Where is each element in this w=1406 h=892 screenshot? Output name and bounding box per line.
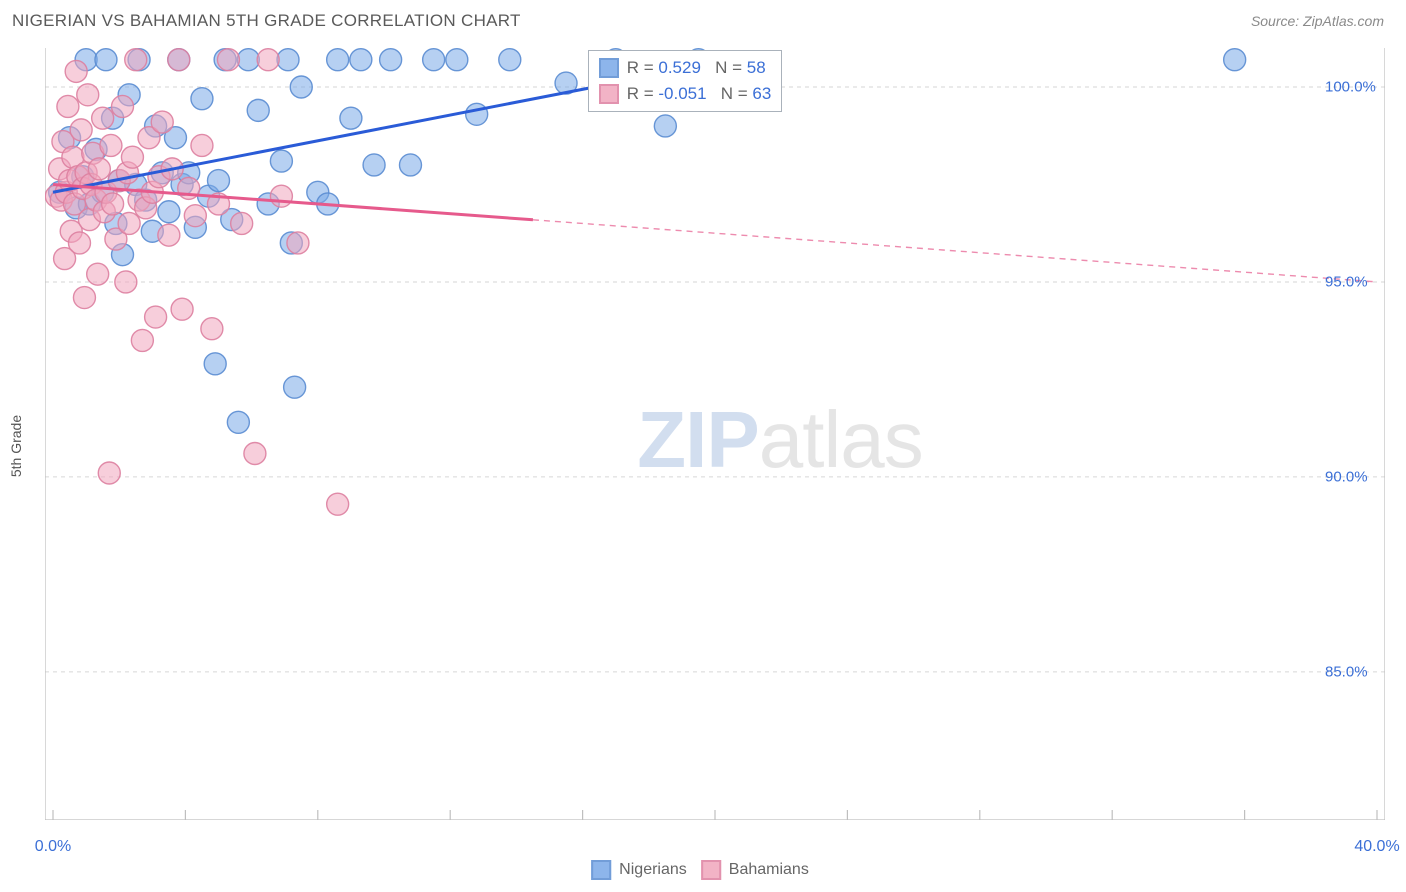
y-axis-label: 5th Grade [8,415,24,477]
legend-chip [599,84,619,104]
title-bar: NIGERIAN VS BAHAMIAN 5TH GRADE CORRELATI… [0,0,1406,42]
legend-series-label: Bahamians [729,861,809,879]
y-tick-label: 90.0% [1325,468,1368,485]
chart-container: NIGERIAN VS BAHAMIAN 5TH GRADE CORRELATI… [0,0,1406,892]
y-tick-label: 100.0% [1325,78,1376,95]
legend-chip [599,58,619,78]
legend-correlation-text: R = 0.529 N = 58 [627,58,766,78]
chart-title: NIGERIAN VS BAHAMIAN 5TH GRADE CORRELATI… [12,11,521,31]
scatter-plot [45,48,1385,820]
legend-correlation-text: R = -0.051 N = 63 [627,84,772,104]
y-tick-label: 85.0% [1325,663,1368,680]
legend-series-item: Nigerians [591,860,687,880]
legend-correlation: R = 0.529 N = 58 R = -0.051 N = 63 [588,50,783,112]
legend-series-item: Bahamians [701,860,809,880]
legend-series: Nigerians Bahamians [591,860,809,880]
x-tick-label: 0.0% [35,838,71,856]
x-tick-label: 40.0% [1354,838,1399,856]
legend-correlation-row: R = -0.051 N = 63 [599,81,772,107]
y-tick-label: 95.0% [1325,273,1368,290]
legend-correlation-row: R = 0.529 N = 58 [599,55,772,81]
legend-chip [701,860,721,880]
legend-chip [591,860,611,880]
legend-series-label: Nigerians [619,861,687,879]
source-label: Source: ZipAtlas.com [1251,13,1384,29]
